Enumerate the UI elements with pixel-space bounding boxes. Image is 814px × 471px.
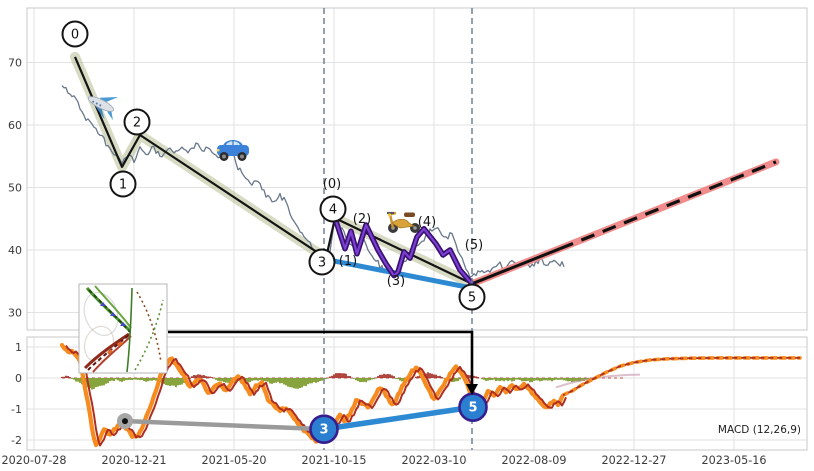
svg-text:2022-12-27: 2022-12-27 [601, 454, 666, 467]
wave-labels: 0 1 2 3 4 5 (0) (1) (2) (3) (4) (5) [61, 20, 486, 311]
svg-text:5: 5 [468, 401, 477, 416]
svg-text:60: 60 [8, 119, 22, 132]
svg-text:2021-10-15: 2021-10-15 [301, 454, 366, 467]
svg-text:-1: -1 [11, 403, 22, 416]
car-icon [216, 140, 249, 161]
svg-text:1: 1 [15, 341, 22, 354]
svg-text:5: 5 [468, 291, 476, 306]
macd-annotations: 35 [117, 392, 488, 444]
wave-circle-3: 3 [308, 248, 336, 276]
svg-text:(5): (5) [465, 238, 483, 253]
svg-text:(3): (3) [387, 274, 405, 289]
price-panel [61, 51, 780, 291]
svg-text:2022-03-10: 2022-03-10 [401, 454, 466, 467]
svg-text:2: 2 [133, 116, 141, 131]
forecast-solid-overlay [471, 247, 561, 286]
macd-forecast-line [561, 356, 802, 397]
wave-glow [70, 51, 331, 264]
svg-text:0: 0 [15, 372, 22, 385]
svg-text:(1): (1) [339, 254, 357, 269]
blue-connector [323, 404, 474, 432]
svg-text:(2): (2) [353, 212, 371, 227]
svg-text:1: 1 [119, 178, 127, 193]
svg-text:30: 30 [8, 307, 22, 320]
gray-connector [124, 418, 325, 432]
wave-line-sub-inner [333, 217, 473, 285]
wave-circle-5: 5 [458, 283, 486, 311]
svg-text:70: 70 [8, 57, 22, 70]
svg-text:(4): (4) [418, 215, 436, 230]
scooter-icon [387, 211, 420, 233]
forecast-dashed-overlay [559, 160, 777, 251]
svg-text:-2: -2 [11, 434, 22, 447]
wave-line-major [73, 56, 473, 285]
macd-panel-border [26, 336, 808, 451]
wave-circle-1: 1 [109, 170, 137, 198]
gray-dot-center [122, 418, 128, 425]
svg-text:(0): (0) [323, 177, 341, 192]
svg-text:2022-08-09: 2022-08-09 [501, 454, 566, 467]
macd-point-3: 3 [309, 414, 339, 444]
svg-text:50: 50 [8, 182, 22, 195]
svg-text:2020-07-28: 2020-07-28 [1, 454, 66, 467]
price-panel-border [26, 7, 808, 331]
macd-point-5: 5 [458, 392, 488, 422]
inset-thumbnail [78, 283, 168, 374]
svg-text:2020-12-21: 2020-12-21 [101, 454, 166, 467]
wave-circle-2: 2 [123, 108, 151, 136]
axis-labels: 2020-07-28 2020-12-21 2021-05-20 2021-10-15… [1, 57, 766, 468]
macd-label: MACD (12,26,9) [717, 424, 801, 436]
wave-circle-0: 0 [61, 20, 89, 48]
gridlines [27, 8, 807, 450]
svg-text:4: 4 [329, 203, 337, 218]
arrowhead [466, 384, 478, 395]
callout-arrow [168, 330, 478, 395]
svg-text:2021-05-20: 2021-05-20 [201, 454, 266, 467]
macd-panel [59, 342, 802, 448]
wave-circle-4: 4 [319, 195, 347, 223]
svg-text:2023-05-16: 2023-05-16 [701, 454, 766, 467]
svg-text:0: 0 [71, 28, 79, 43]
svg-text:3: 3 [318, 256, 326, 271]
macd-forecast-signal [562, 357, 800, 396]
svg-text:40: 40 [8, 244, 22, 257]
svg-text:3: 3 [319, 423, 328, 438]
